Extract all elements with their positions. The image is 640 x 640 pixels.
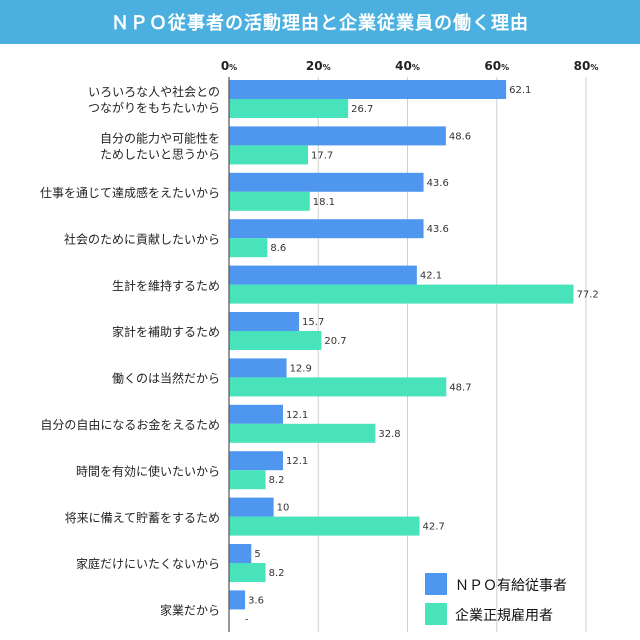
x-tick-label: 20% — [306, 59, 331, 73]
data-label: 77.2 — [577, 290, 599, 301]
data-label: 17.7 — [311, 150, 333, 161]
category-label: 社会のために貢献したいから — [64, 231, 220, 246]
bar — [229, 238, 268, 258]
x-tick-label: 0% — [221, 59, 237, 73]
data-label: 15.7 — [302, 317, 324, 328]
data-label: 42.7 — [423, 522, 445, 533]
category-label: つながりをもちたいから — [88, 100, 220, 115]
x-tick-label: 40% — [395, 59, 420, 73]
bar — [229, 172, 424, 192]
category-label: 時間を有効に使いたいから — [76, 463, 220, 478]
data-label: 3.6 — [248, 595, 264, 606]
legend-swatch — [425, 603, 447, 625]
data-label: 62.1 — [509, 85, 531, 96]
category-label: 自分の能力や可能性を — [100, 132, 220, 146]
data-label: 8.6 — [270, 243, 286, 254]
bar — [229, 563, 266, 582]
data-label: 32.8 — [378, 429, 400, 440]
data-label: 43.6 — [427, 178, 449, 189]
data-label: 8.2 — [269, 568, 285, 579]
data-label: 18.1 — [313, 197, 335, 208]
bar — [229, 126, 446, 146]
category-label: 家庭だけにいたくないから — [76, 556, 220, 571]
category-label: ためしたいと思うから — [100, 148, 220, 162]
bar — [229, 191, 310, 211]
bar — [229, 284, 574, 304]
bar — [229, 265, 417, 285]
bar — [229, 377, 447, 397]
category-label: 仕事を通じて達成感をえたいから — [40, 185, 220, 200]
data-label: 48.6 — [449, 131, 471, 142]
x-tick-label: 80% — [574, 59, 599, 73]
bar — [229, 99, 349, 118]
data-label: 20.7 — [324, 336, 346, 347]
data-label: 26.7 — [351, 104, 373, 115]
data-label: 12.9 — [290, 363, 312, 374]
bar — [229, 331, 322, 350]
category-label: 家計を補助するため — [112, 324, 220, 339]
bar — [229, 516, 420, 536]
bar — [229, 470, 266, 490]
category-label: 家業だから — [160, 603, 220, 618]
data-label: 42.1 — [420, 271, 442, 282]
legend-label: ＮＰＯ有給従事者 — [455, 578, 567, 594]
category-label: 将来に備えて貯蓄をするため — [65, 510, 220, 525]
data-label: 12.1 — [286, 456, 308, 467]
data-label: 10 — [277, 503, 290, 514]
category-label: 働くのは当然だから — [112, 371, 220, 386]
category-label: 生計を維持するため — [112, 278, 220, 293]
chart-title: ＮＰＯ従事者の活動理由と企業従業員の働く理由 — [0, 0, 640, 44]
bar — [229, 404, 283, 424]
data-label: 8.2 — [269, 475, 285, 486]
legend-swatch — [425, 573, 447, 595]
bar — [229, 358, 287, 378]
bar — [229, 423, 376, 443]
x-tick-label: 60% — [484, 59, 509, 73]
data-label: 5 — [254, 549, 260, 560]
bar — [229, 590, 246, 610]
bar — [229, 544, 252, 563]
data-label: 12.1 — [286, 410, 308, 421]
bar — [229, 80, 507, 99]
data-label: 48.7 — [449, 382, 471, 393]
bar — [229, 451, 283, 471]
bar — [229, 219, 424, 239]
bar — [229, 312, 300, 331]
category-label: いろいろな人や社会との — [88, 84, 220, 99]
bar — [229, 497, 274, 517]
data-label: - — [245, 614, 249, 625]
bar — [229, 145, 308, 165]
data-label: 43.6 — [427, 224, 449, 235]
category-label: 自分の自由になるお金をえるため — [40, 417, 220, 432]
legend-label: 企業正規雇用者 — [455, 607, 553, 624]
